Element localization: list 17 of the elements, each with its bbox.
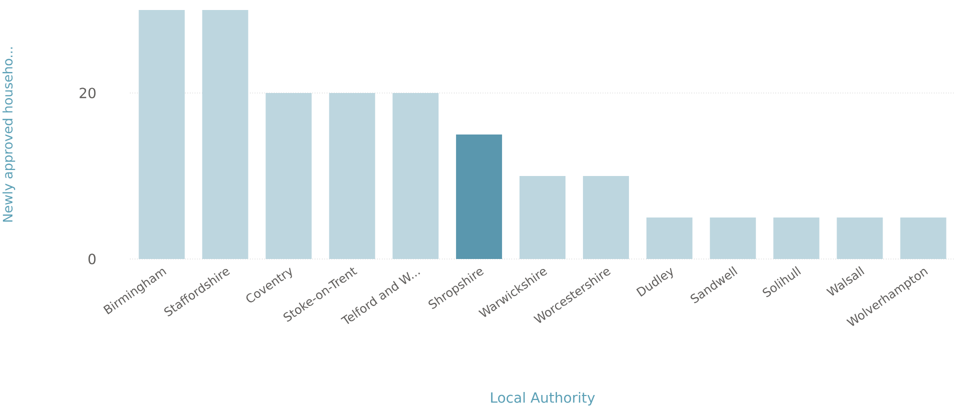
y-axis-title: Newly approved househo... [2, 47, 16, 222]
bar [900, 217, 946, 259]
bar [138, 10, 185, 259]
bar [582, 176, 629, 259]
bar [646, 217, 692, 259]
bar [773, 217, 820, 259]
bar [329, 92, 376, 259]
bar [710, 217, 756, 259]
bar [456, 134, 502, 259]
bar [836, 217, 883, 259]
bar [266, 92, 312, 259]
y-tick-label: 0 [88, 254, 96, 264]
y-tick-label: 20 [80, 88, 96, 98]
x-axis-title: Local Authority [491, 392, 595, 406]
bar [520, 176, 566, 259]
bar [202, 10, 248, 259]
bar [392, 92, 439, 259]
